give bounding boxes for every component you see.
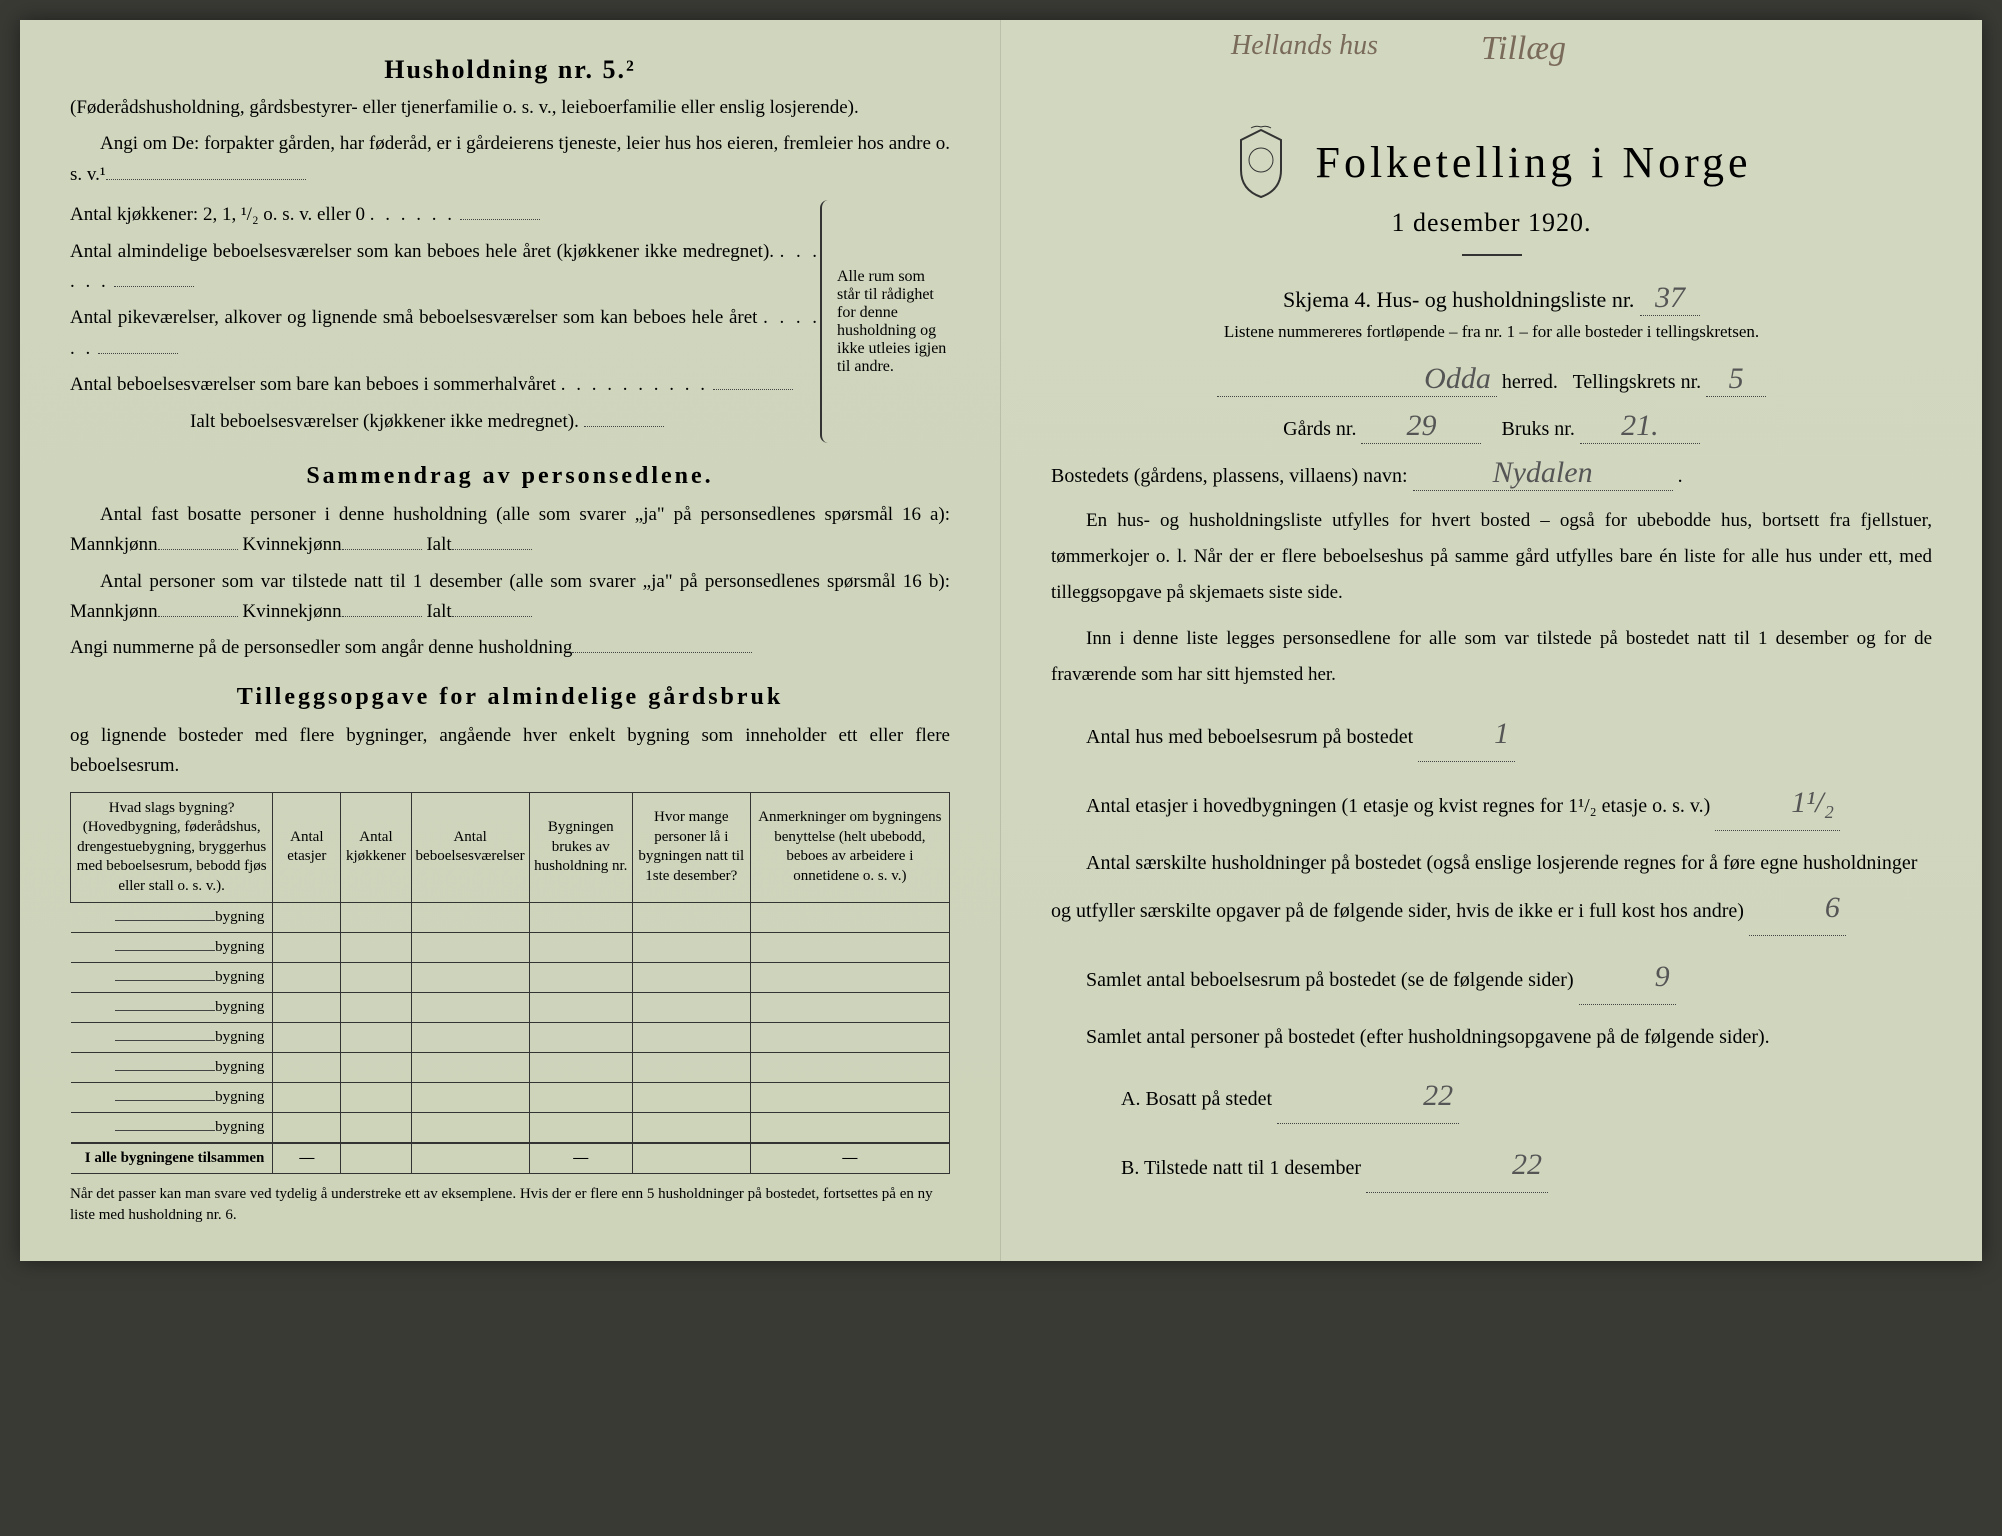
q3-line: Antal særskilte husholdninger på bostede… <box>1051 845 1932 936</box>
main-title: Folketelling i Norge <box>1315 137 1751 188</box>
blank-field <box>584 426 664 427</box>
table-row: bygning <box>71 993 950 1023</box>
blank-field <box>460 219 540 220</box>
q3-field: 6 <box>1749 881 1846 936</box>
table-row: bygning <box>71 1023 950 1053</box>
q4-field: 9 <box>1579 950 1676 1005</box>
summary-text-3: Angi nummerne på de personsedler som ang… <box>70 633 950 663</box>
blank-field <box>452 549 532 550</box>
rooms-total-label: Ialt beboelsesværelser (kjøkkener ikke m… <box>190 411 579 432</box>
qA-field: 22 <box>1277 1069 1459 1124</box>
tillegg-heading: Tilleggsopgave for almindelige gårdsbruk <box>70 684 950 711</box>
table-row: bygning <box>71 963 950 993</box>
blank-field <box>713 389 793 390</box>
kitchens-label: Antal kjøkkener: 2, 1, ¹/₂ o. s. v. elle… <box>70 204 365 225</box>
qB-line: B. Tilstede natt til 1 desember 22 <box>1051 1138 1932 1193</box>
coat-of-arms-icon <box>1231 125 1291 200</box>
title-block: Folketelling i Norge 1 desember 1920. <box>1051 125 1932 256</box>
table-row: bygning <box>71 1113 950 1144</box>
blank-field <box>158 549 238 550</box>
table-row: bygning <box>71 933 950 963</box>
intro-text-1: (Føderådshusholdning, gårdsbestyrer- ell… <box>70 93 950 123</box>
krets-field: 5 <box>1706 362 1766 397</box>
rooms3-label: Antal beboelsesværelser som bare kan beb… <box>70 374 556 395</box>
handwriting-note-1: Hellands hus <box>1231 30 1378 62</box>
blank-field <box>342 616 422 617</box>
building-table: Hvad slags bygning? (Hovedbygning, føder… <box>70 792 950 1175</box>
col-kitchens: Antal kjøkkener <box>341 792 411 903</box>
col-rooms: Antal beboelsesværelser <box>411 792 529 903</box>
herred-field: Odda <box>1217 362 1497 397</box>
summary-text-1: Antal fast bosatte personer i denne hush… <box>70 500 950 561</box>
table-header-row: Hvad slags bygning? (Hovedbygning, føder… <box>71 792 950 903</box>
paragraph-2: Inn i denne liste legges personsedlene f… <box>1051 621 1932 693</box>
bosted-field: Nydalen <box>1413 456 1673 491</box>
paragraph-1: En hus- og husholdningsliste utfylles fo… <box>1051 503 1932 611</box>
sub-instructions: Listene nummereres fortløpende – fra nr.… <box>1051 322 1932 342</box>
right-page: Hellands hus Tillæg Folketelling i Norge… <box>1001 20 1982 1261</box>
col-persons: Hvor mange personer lå i bygningen natt … <box>632 792 750 903</box>
bosted-line: Bostedets (gårdens, plassens, villaens) … <box>1051 456 1932 491</box>
schema-line: Skjema 4. Hus- og husholdningsliste nr. … <box>1051 281 1932 316</box>
summary-text-2: Antal personer som var tilstede natt til… <box>70 567 950 628</box>
bruk-field: 21. <box>1580 409 1700 444</box>
rooms1-label: Antal almindelige beboelsesværelser som … <box>70 241 774 262</box>
document-spread: Husholdning nr. 5.² (Føderådshusholdning… <box>20 20 1982 1261</box>
table-row: bygning <box>71 1053 950 1083</box>
q2-field: 1¹/₂ <box>1715 776 1840 831</box>
left-page: Husholdning nr. 5.² (Føderådshusholdning… <box>20 20 1001 1261</box>
summary-heading: Sammendrag av personsedlene. <box>70 463 950 490</box>
blank-field <box>114 286 194 287</box>
handwriting-note-2: Tillæg <box>1481 30 1566 68</box>
q2-line: Antal etasjer i hovedbygningen (1 etasje… <box>1051 776 1932 831</box>
rooms-block: Antal kjøkkener: 2, 1, ¹/₂ o. s. v. elle… <box>70 200 950 443</box>
table-sum-row: I alle bygningene tilsammen——— <box>71 1143 950 1174</box>
blank-field <box>342 549 422 550</box>
blank-field <box>572 652 752 653</box>
blank-field <box>158 616 238 617</box>
qA-line: A. Bosatt på stedet 22 <box>1051 1069 1932 1124</box>
herred-line: Odda herred. Tellingskrets nr. 5 <box>1051 362 1932 397</box>
brace-note: Alle rum som står til rådighet for denne… <box>820 200 950 443</box>
col-type: Hvad slags bygning? (Hovedbygning, føder… <box>71 792 273 903</box>
blank-field <box>98 353 178 354</box>
census-date: 1 desember 1920. <box>1051 208 1932 238</box>
gard-line: Gårds nr. 29 Bruks nr. 21. <box>1051 409 1932 444</box>
qB-field: 22 <box>1366 1138 1548 1193</box>
table-row: bygning <box>71 903 950 933</box>
q1-field: 1 <box>1418 707 1515 762</box>
household-heading: Husholdning nr. 5.² <box>70 55 950 85</box>
table-row: bygning <box>71 1083 950 1113</box>
rooms2-label: Antal pikeværelser, alkover og lignende … <box>70 307 757 328</box>
gard-field: 29 <box>1361 409 1481 444</box>
col-remarks: Anmerkninger om bygningens benyttelse (h… <box>750 792 949 903</box>
q4-line: Samlet antal beboelsesrum på bostedet (s… <box>1051 950 1932 1005</box>
divider <box>1462 254 1522 256</box>
footnote: Når det passer kan man svare ved tydelig… <box>70 1184 950 1226</box>
list-number-field: 37 <box>1640 281 1700 316</box>
col-household: Bygningen brukes av husholdning nr. <box>529 792 632 903</box>
q1-line: Antal hus med beboelsesrum på bostedet 1 <box>1051 707 1932 762</box>
col-floors: Antal etasjer <box>273 792 341 903</box>
tillegg-intro: og lignende bosteder med flere bygninger… <box>70 721 950 782</box>
intro-text-2: Angi om De: forpakter gården, har føderå… <box>70 129 950 190</box>
blank-field <box>106 179 306 180</box>
blank-field <box>452 616 532 617</box>
q5-line: Samlet antal personer på bostedet (efter… <box>1051 1019 1932 1055</box>
